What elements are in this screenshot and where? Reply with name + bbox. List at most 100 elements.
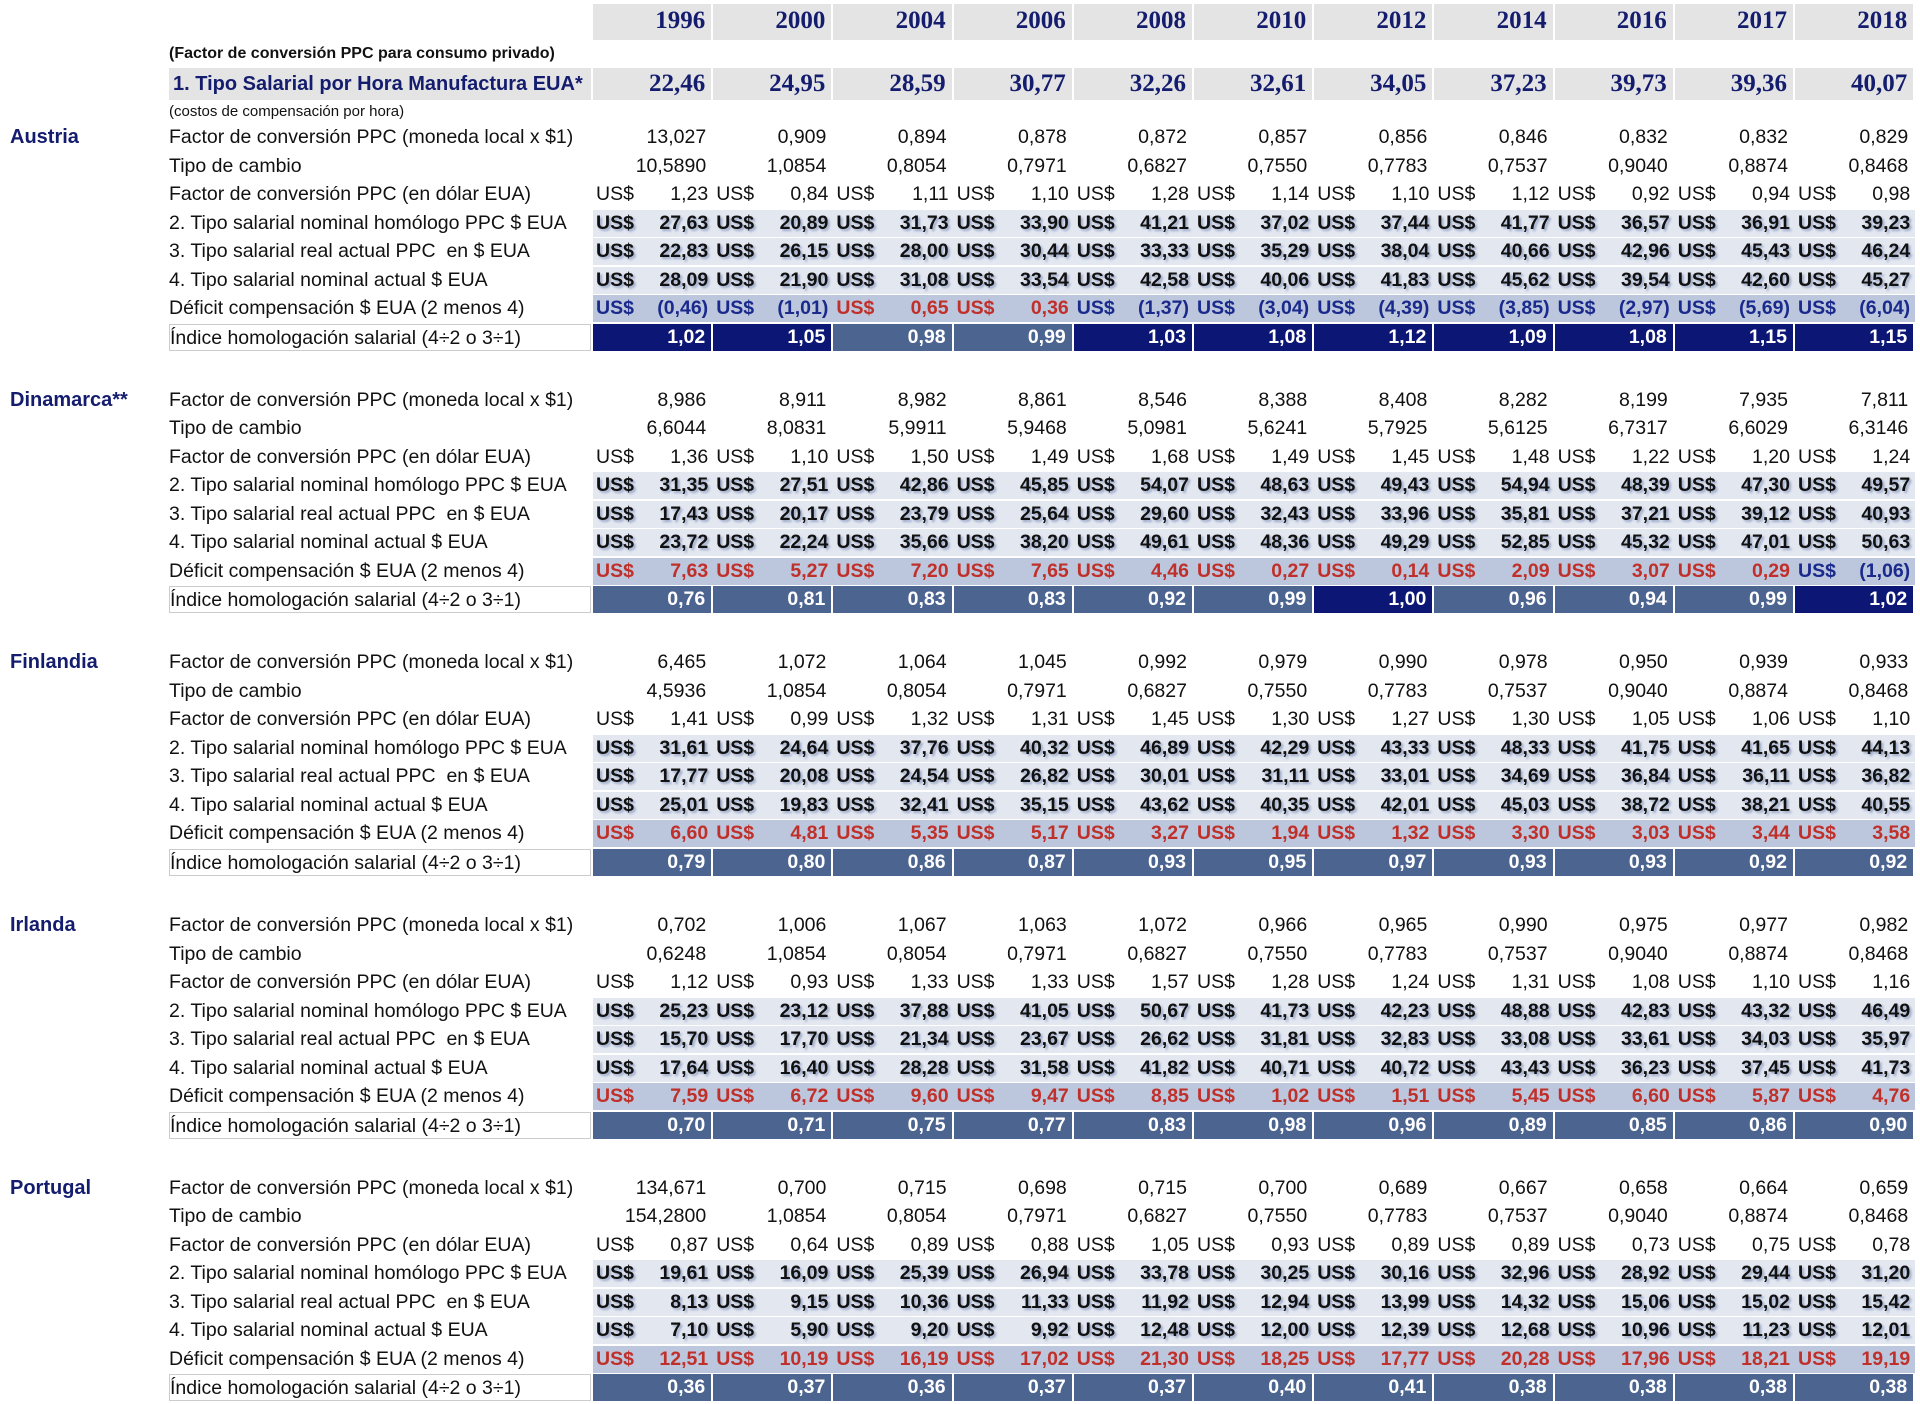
year-header: 2006 [953,4,1072,40]
currency: US$ [596,1056,634,1079]
value: 5,17 [1030,822,1069,845]
value: 34,03 [1741,1028,1790,1051]
value-cell: 8,861 [1017,388,1067,411]
currency: US$ [1677,297,1716,319]
us-rate: 39,36 [1674,68,1793,100]
currency: US$ [1197,559,1235,582]
value-cell: 0,7971 [1007,942,1067,965]
row-label: Factor de conversión PPC (en dólar EUA) [169,971,531,994]
currency: US$ [1076,1319,1115,1342]
value-cell: US$ 28,28 [833,1054,954,1082]
value: 19,83 [779,793,829,816]
value-cell: US$ 19,19 [1795,1345,1916,1373]
currency: US$ [836,531,875,554]
value: 1,49 [1271,445,1310,468]
value-cell: US$ 1,32 [1314,820,1435,848]
value-cell: US$ 43,33 [1314,734,1435,762]
value-cell: US$ (2,97) [1554,295,1675,322]
value-cell: US$ 43,62 [1073,791,1194,819]
currency: US$ [1437,268,1476,291]
value-cell: US$ 36,23 [1554,1054,1675,1082]
value: 28,92 [1620,1262,1670,1285]
value-cell: US$ 1,45 [1314,444,1434,471]
currency: US$ [1317,999,1356,1022]
index-cell: 1,02 [1795,586,1916,614]
value: 26,94 [1019,1262,1069,1285]
currency: US$ [1677,1319,1716,1342]
value-cell: 0,7971 [1007,1205,1067,1228]
value-cell: US$ 0,78 [1795,1232,1915,1259]
value-cell: US$ 1,23 [593,181,713,208]
us-row-label: 1. Tipo Salarial por Hora Manufactura EU… [169,68,591,100]
value-cell: 0,9040 [1608,1205,1668,1228]
value-cell: US$ 32,41 [833,791,954,819]
currency: US$ [1557,999,1596,1022]
value-cell: US$ 20,17 [713,500,834,528]
year-header: 2018 [1795,4,1914,40]
value-cell: US$ 7,65 [953,557,1074,585]
value-cell: US$ 3,03 [1554,820,1675,848]
value-cell: 0,6827 [1127,679,1187,702]
value-cell: 8,0831 [766,417,827,440]
value-cell: US$ 11,92 [1073,1288,1194,1316]
currency: US$ [1197,474,1235,497]
index-cell: 1,15 [1674,323,1795,351]
currency: US$ [1798,822,1836,845]
currency: US$ [1197,268,1235,291]
value: 47,30 [1741,474,1790,497]
currency: US$ [596,1233,634,1256]
currency: US$ [1557,183,1596,205]
value: 1,10 [1872,708,1911,731]
value: 10,19 [779,1347,829,1370]
value: 24,54 [899,765,949,788]
value-cell: US$ 48,88 [1434,997,1555,1025]
currency: US$ [1798,1290,1836,1313]
currency: US$ [1437,793,1476,816]
value-cell: 8,282 [1498,388,1548,411]
value-cell: US$ 0,65 [833,295,954,322]
value-cell: US$ 12,68 [1434,1317,1555,1345]
currency: US$ [1437,765,1476,788]
value-cell: US$ 32,43 [1194,500,1315,528]
value: 28,28 [899,1056,949,1079]
value-cell: US$ 45,43 [1674,238,1795,265]
value: 40,55 [1861,793,1911,816]
value: 5,27 [790,559,829,582]
index-cell: 0,37 [953,1374,1074,1402]
currency: US$ [1197,1319,1235,1342]
value-cell: 0,965 [1378,914,1428,937]
currency: US$ [956,240,995,262]
index-cell: 0,89 [1434,1111,1555,1139]
value-cell: US$ 0,88 [954,1232,1074,1259]
currency: US$ [596,1319,634,1342]
value-cell: US$ 5,90 [713,1317,834,1345]
currency: US$ [1197,531,1235,554]
value-cell: US$ 1,10 [954,181,1074,208]
currency: US$ [1076,211,1115,234]
value-cell: US$ 1,22 [1555,444,1675,471]
value: 41,65 [1741,736,1790,759]
value-cell: 0,8874 [1728,1205,1788,1228]
index-cell: 1,02 [593,323,714,351]
currency: US$ [956,1347,995,1370]
currency: US$ [956,1233,995,1256]
currency: US$ [1677,971,1716,994]
value-cell: US$ 1,28 [1074,181,1194,208]
currency: US$ [836,502,875,525]
currency: US$ [1076,474,1115,497]
value: 35,66 [899,531,949,554]
value: 23,79 [899,502,949,525]
index-cell: 1,08 [1554,323,1675,351]
currency: US$ [836,1233,875,1256]
currency: US$ [1076,793,1115,816]
value-cell: US$ 1,10 [713,444,833,471]
value-cell: 0,872 [1138,126,1187,148]
currency: US$ [1798,1319,1836,1342]
value-cell: US$ 1,16 [1795,969,1915,996]
value: 11,92 [1141,1290,1189,1313]
currency: US$ [1677,531,1716,554]
value: (1,06) [1859,559,1911,582]
value: 8,85 [1151,1085,1189,1108]
value-cell: US$ 35,66 [833,529,954,557]
currency: US$ [1557,1028,1596,1051]
